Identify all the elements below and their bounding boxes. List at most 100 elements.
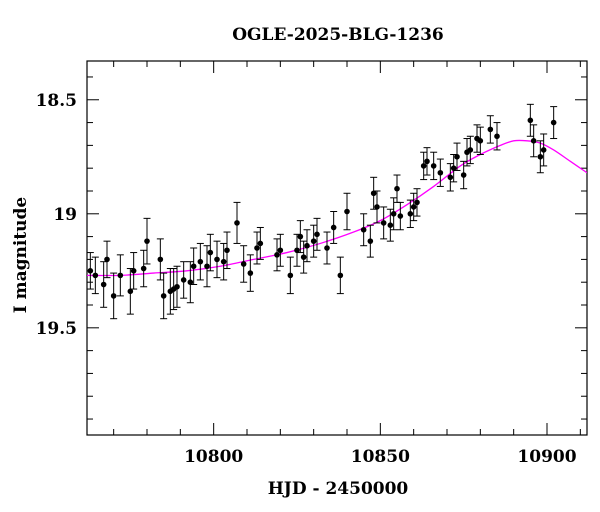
data-point — [336, 256, 344, 295]
data-point — [180, 261, 188, 299]
data-point — [310, 224, 318, 258]
model-curve — [87, 139, 587, 277]
data-point — [273, 238, 281, 272]
data-point — [370, 176, 378, 210]
data-point — [240, 245, 248, 283]
data-marker — [387, 222, 394, 228]
data-point — [476, 126, 484, 155]
data-point — [323, 231, 331, 265]
y-axis-label: I magnitude — [11, 197, 31, 314]
data-marker — [447, 174, 454, 181]
chart-title: OGLE-2025-BLG-1236 — [232, 25, 444, 45]
data-point — [143, 217, 151, 265]
data-point — [530, 124, 538, 158]
data-marker — [390, 210, 397, 217]
x-tick-label: 10900 — [517, 447, 576, 467]
data-marker — [337, 272, 344, 279]
x-tick-label: 10800 — [184, 447, 243, 467]
data-marker — [407, 210, 414, 217]
data-marker — [494, 133, 500, 140]
data-point — [156, 238, 164, 281]
data-marker — [190, 263, 197, 270]
data-point — [233, 201, 241, 244]
plot-frame — [86, 60, 588, 436]
data-marker — [207, 249, 214, 256]
data-point — [390, 197, 398, 231]
data-marker — [187, 279, 194, 286]
data-point — [160, 272, 168, 320]
data-marker — [287, 272, 294, 279]
data-point — [286, 256, 294, 295]
data-point — [296, 220, 304, 254]
data-marker — [370, 190, 377, 197]
data-point — [366, 224, 374, 258]
data-point — [430, 151, 438, 181]
data-point — [223, 231, 231, 270]
data-marker — [530, 138, 537, 144]
x-axis-label: HJD - 2450000 — [268, 479, 409, 499]
data-marker — [324, 245, 330, 251]
data-point — [116, 254, 124, 297]
data-point — [423, 147, 431, 176]
data-marker — [374, 204, 380, 210]
data-marker — [360, 226, 367, 233]
data-marker — [380, 220, 387, 226]
data-marker — [117, 272, 124, 279]
data-marker — [410, 204, 417, 210]
data-point — [330, 211, 338, 244]
data-marker — [257, 240, 264, 247]
data-marker — [130, 268, 137, 274]
data-point — [293, 233, 301, 267]
data-marker — [540, 147, 547, 153]
data-point — [393, 174, 401, 203]
data-point — [453, 142, 461, 171]
data-point — [436, 158, 444, 187]
data-point — [540, 133, 548, 167]
data-marker — [294, 247, 300, 254]
data-point — [343, 192, 351, 231]
data-point — [360, 213, 368, 247]
data-marker — [220, 258, 227, 265]
data-marker — [437, 169, 444, 176]
y-tick-label: 19.5 — [36, 319, 77, 339]
data-point — [253, 231, 261, 265]
data-marker — [197, 258, 204, 265]
data-marker — [454, 153, 460, 160]
data-marker — [420, 163, 427, 169]
data-marker — [144, 238, 150, 244]
data-marker — [277, 247, 284, 254]
data-marker — [204, 263, 210, 270]
data-marker — [174, 283, 180, 290]
data-marker — [394, 185, 400, 192]
data-marker — [344, 208, 350, 215]
data-point — [110, 272, 118, 320]
data-marker — [314, 231, 320, 238]
data-marker — [100, 281, 107, 288]
data-marker — [330, 224, 337, 231]
x-tick-label: 10850 — [351, 447, 410, 467]
y-tick-label: 18.5 — [36, 91, 77, 111]
data-point — [87, 252, 94, 290]
data-marker — [477, 138, 484, 144]
data-point — [466, 135, 474, 165]
data-point — [396, 201, 404, 231]
data-point — [173, 265, 181, 308]
data-point — [196, 242, 204, 281]
data-point — [220, 242, 228, 281]
data-point — [493, 122, 501, 151]
data-point — [206, 233, 214, 272]
data-marker — [397, 213, 404, 219]
data-point — [446, 163, 454, 192]
data-marker — [127, 288, 134, 295]
data-marker — [140, 265, 147, 272]
data-point — [130, 252, 138, 290]
data-marker — [224, 247, 230, 254]
data-marker — [92, 272, 99, 279]
data-point — [386, 208, 394, 242]
data-marker — [240, 261, 247, 267]
data-marker — [157, 256, 164, 263]
data-point — [300, 240, 308, 274]
data-point — [303, 229, 311, 263]
data-marker — [160, 293, 167, 299]
